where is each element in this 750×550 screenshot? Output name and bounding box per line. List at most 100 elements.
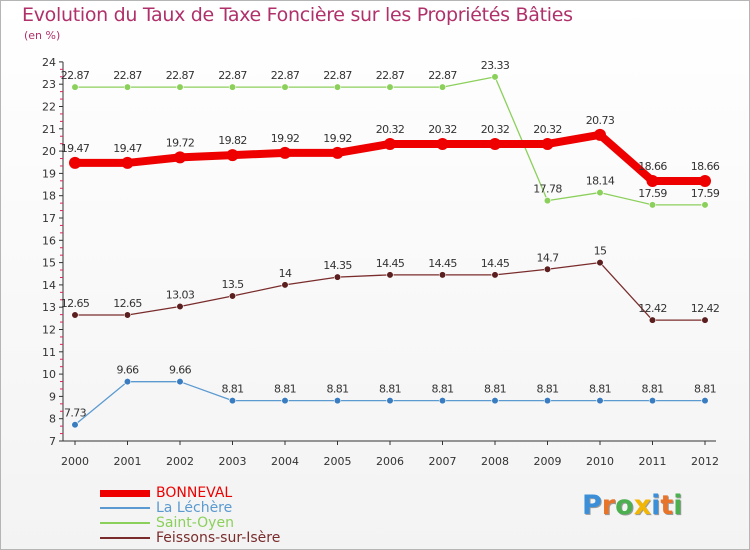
data-label-la-l-ch-re: 8.81: [641, 383, 663, 396]
data-label-feissons-sur-is-re: 15: [594, 245, 607, 258]
data-label-saint-oyen: 23.33: [481, 59, 510, 72]
data-point-saint-oyen: [176, 83, 184, 91]
y-tick-label: 23: [42, 78, 56, 91]
legend-label-la-lechere: La Léchère: [156, 500, 233, 516]
data-label-bonneval: 19.72: [166, 136, 195, 149]
data-point-bonneval: [489, 137, 501, 150]
data-label-feissons-sur-is-re: 14.45: [376, 257, 405, 270]
logo-letter: P: [582, 490, 602, 521]
logo-letter: t: [660, 490, 674, 521]
data-label-feissons-sur-is-re: 14.45: [428, 257, 457, 270]
y-tick-label: 9: [49, 390, 56, 403]
legend-label-saint-oyen: Saint-Oyen: [156, 515, 234, 531]
data-label-feissons-sur-is-re: 12.65: [113, 297, 142, 310]
data-label-bonneval: 20.73: [586, 114, 615, 127]
data-label-saint-oyen: 22.87: [271, 69, 300, 82]
legend-swatch-la-lechere: [100, 507, 150, 509]
data-point-feissons-sur-is-re: [71, 311, 79, 319]
data-label-feissons-sur-is-re: 14.45: [481, 257, 510, 270]
data-point-bonneval: [174, 151, 186, 164]
data-point-la-l-ch-re: [438, 397, 447, 405]
x-tick-label: 2007: [429, 455, 457, 468]
data-label-feissons-sur-is-re: 12.42: [638, 302, 667, 315]
data-point-la-l-ch-re: [701, 397, 709, 405]
x-tick-label: 2009: [534, 455, 562, 468]
data-point-saint-oyen: [596, 188, 604, 197]
x-tick-label: 2000: [61, 455, 89, 468]
y-tick-label: 11: [42, 346, 56, 359]
data-point-saint-oyen: [71, 83, 79, 91]
data-point-feissons-sur-is-re: [701, 316, 709, 324]
data-point-la-l-ch-re: [333, 397, 342, 405]
y-tick-label: 20: [42, 145, 56, 158]
data-label-feissons-sur-is-re: 12.65: [61, 297, 90, 310]
data-label-saint-oyen: 22.87: [218, 69, 247, 82]
legend: BONNEVAL La Léchère Saint-Oyen Feissons-…: [100, 485, 400, 546]
proxiti-logo: Proxiti: [582, 490, 683, 521]
data-label-la-l-ch-re: 9.66: [169, 364, 192, 377]
x-tick-label: 2005: [324, 455, 352, 468]
data-label-saint-oyen: 22.87: [61, 69, 90, 82]
data-label-feissons-sur-is-re: 14: [279, 267, 292, 280]
data-point-la-l-ch-re: [123, 378, 132, 386]
y-tick-label: 21: [42, 123, 56, 136]
data-label-feissons-sur-is-re: 13.5: [221, 278, 244, 291]
data-label-feissons-sur-is-re: 12.42: [691, 302, 720, 315]
data-label-bonneval: 19.47: [61, 142, 90, 155]
data-labels: 22.87 22.87 22.87 22.87 22.87 22.87 22.87 22.87…: [61, 59, 721, 420]
chart-subtitle: (en %): [24, 29, 61, 42]
y-tick-label: 16: [42, 234, 56, 247]
data-point-la-l-ch-re: [228, 397, 237, 405]
data-label-saint-oyen: 22.87: [428, 69, 457, 82]
data-label-saint-oyen: 22.87: [166, 69, 195, 82]
data-label-la-l-ch-re: 8.81: [326, 383, 348, 396]
data-point-la-l-ch-re: [176, 378, 184, 386]
data-point-saint-oyen: [281, 83, 289, 91]
data-point-saint-oyen: [491, 73, 499, 81]
data-label-la-l-ch-re: 7.73: [64, 407, 87, 420]
y-tick-label: 10: [42, 368, 56, 381]
data-point-bonneval: [279, 146, 291, 159]
data-label-saint-oyen: 22.87: [113, 69, 142, 82]
data-point-saint-oyen: [123, 83, 132, 91]
data-point-la-l-ch-re: [596, 397, 604, 405]
legend-item-feissons: Feissons-sur-Isère: [100, 530, 400, 546]
y-tick-label: 8: [49, 413, 56, 426]
x-tick-label: 2011: [639, 455, 667, 468]
data-point-feissons-sur-is-re: [123, 311, 132, 319]
y-tick-label: 7: [49, 435, 56, 448]
y-tick-label: 18: [42, 190, 56, 203]
legend-item-saint-oyen: Saint-Oyen: [100, 515, 400, 531]
data-label-saint-oyen: 17.59: [691, 187, 720, 200]
data-label-bonneval: 20.32: [481, 123, 510, 136]
data-point-bonneval: [226, 149, 239, 162]
x-tick-label: 2008: [481, 455, 509, 468]
data-label-bonneval: 20.32: [533, 123, 562, 136]
data-point-feissons-sur-is-re: [543, 265, 552, 273]
data-label-saint-oyen: 22.87: [376, 69, 405, 82]
logo-letter: i: [673, 490, 683, 521]
data-label-la-l-ch-re: 9.66: [116, 364, 139, 377]
data-point-saint-oyen: [438, 83, 447, 91]
data-point-saint-oyen: [701, 201, 709, 209]
data-point-la-l-ch-re: [386, 397, 394, 405]
chart-title: Evolution du Taux de Taxe Foncière sur l…: [22, 4, 573, 26]
legend-item-la-lechere: La Léchère: [100, 500, 400, 516]
data-point-feissons-sur-is-re: [386, 271, 394, 279]
data-label-bonneval: 20.32: [428, 123, 457, 136]
data-label-saint-oyen: 18.14: [586, 175, 615, 188]
logo-letter: o: [615, 490, 634, 521]
x-tick-label: 2006: [376, 455, 404, 468]
data-point-bonneval: [331, 146, 344, 159]
legend-swatch-saint-oyen: [100, 522, 150, 524]
y-tick-label: 17: [42, 212, 56, 225]
data-point-bonneval: [436, 137, 449, 150]
data-label-la-l-ch-re: 8.81: [484, 383, 506, 396]
data-point-la-l-ch-re: [648, 397, 657, 405]
x-tick-label: 2004: [271, 455, 299, 468]
data-label-bonneval: 19.92: [323, 132, 352, 145]
data-point-la-l-ch-re: [281, 397, 289, 405]
data-label-la-l-ch-re: 8.81: [431, 383, 453, 396]
data-point-bonneval: [541, 137, 554, 150]
